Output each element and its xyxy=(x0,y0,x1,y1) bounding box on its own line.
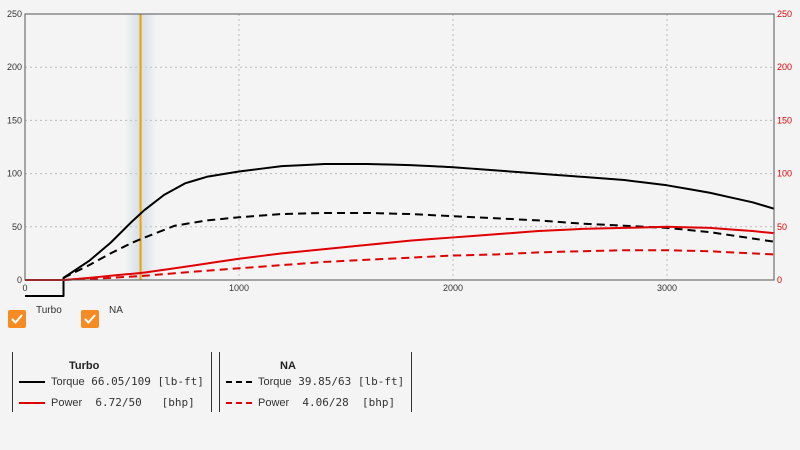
y-left-tick-label: 250 xyxy=(7,9,22,19)
turbo-power-series-line xyxy=(25,225,775,281)
y-right-tick-label: 100 xyxy=(777,169,792,179)
turbo-torque-row: Torque 66.05/109 [lb-ft] xyxy=(19,375,204,388)
na-power-row: Power 4.06/28 [bhp] xyxy=(226,396,395,409)
turbo-power-row: Power 6.72/50 [bhp] xyxy=(19,396,195,409)
y-left-tick-label: 50 xyxy=(12,222,22,232)
dashed-black-line-swatch xyxy=(226,380,252,383)
dashed-red-line-swatch xyxy=(226,401,252,404)
series-layer xyxy=(25,163,775,297)
na-checkbox[interactable] xyxy=(81,310,99,328)
checkmark-icon xyxy=(84,314,96,324)
turbo-checkbox[interactable] xyxy=(8,310,26,328)
y-right-tick-label: 50 xyxy=(777,222,787,232)
y-right-tick-label: 200 xyxy=(777,62,792,72)
y-left-tick-label: 150 xyxy=(7,115,22,125)
solid-red-line-swatch xyxy=(19,401,45,404)
plot-border xyxy=(24,13,775,281)
solid-black-line-swatch xyxy=(19,380,45,383)
x-tick-label: 3000 xyxy=(657,283,677,293)
na-power-series-line xyxy=(25,249,775,281)
y-right-tick-label: 0 xyxy=(777,275,782,285)
y-right-tick-label: 250 xyxy=(777,9,792,19)
turbo-legend: Turbo Torque 66.05/109 [lb-ft] Power 6.7… xyxy=(12,352,212,412)
x-tick-label: 1000 xyxy=(229,283,249,293)
y-right-tick-label: 150 xyxy=(777,115,792,125)
y-left-tick-label: 0 xyxy=(17,275,22,285)
chart-grid xyxy=(25,14,774,280)
checkmark-icon xyxy=(11,314,23,324)
turbo-checkbox-label: Turbo xyxy=(36,305,62,316)
x-tick-label: 0 xyxy=(22,283,27,293)
y-left-tick-label: 100 xyxy=(7,169,22,179)
x-tick-label: 2000 xyxy=(443,283,463,293)
na-legend-title: NA xyxy=(280,360,296,372)
na-checkbox-label: NA xyxy=(109,305,123,316)
turbo-torque-series-line xyxy=(25,163,775,297)
na-torque-row: Torque 39.85/63 [lb-ft] xyxy=(226,375,404,388)
turbo-legend-title: Turbo xyxy=(69,360,100,372)
na-legend: NA Torque 39.85/63 [lb-ft] Power 4.06/28… xyxy=(219,352,412,412)
y-left-tick-label: 200 xyxy=(7,62,22,72)
